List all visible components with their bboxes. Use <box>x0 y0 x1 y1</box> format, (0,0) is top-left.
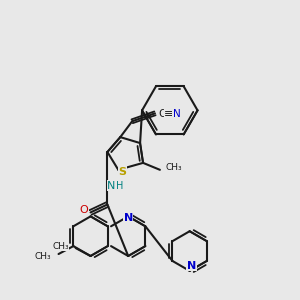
Text: O: O <box>79 206 88 215</box>
Text: CH₃: CH₃ <box>52 242 69 250</box>
Text: N: N <box>107 181 116 191</box>
Text: N: N <box>124 213 133 224</box>
Text: S: S <box>118 167 126 177</box>
Text: N: N <box>173 109 181 119</box>
Text: CH₃: CH₃ <box>35 251 52 260</box>
Text: CH₃: CH₃ <box>166 163 182 172</box>
Text: C: C <box>158 109 166 119</box>
Text: ≡: ≡ <box>164 109 173 119</box>
Text: N: N <box>187 261 196 271</box>
Text: H: H <box>116 181 123 191</box>
